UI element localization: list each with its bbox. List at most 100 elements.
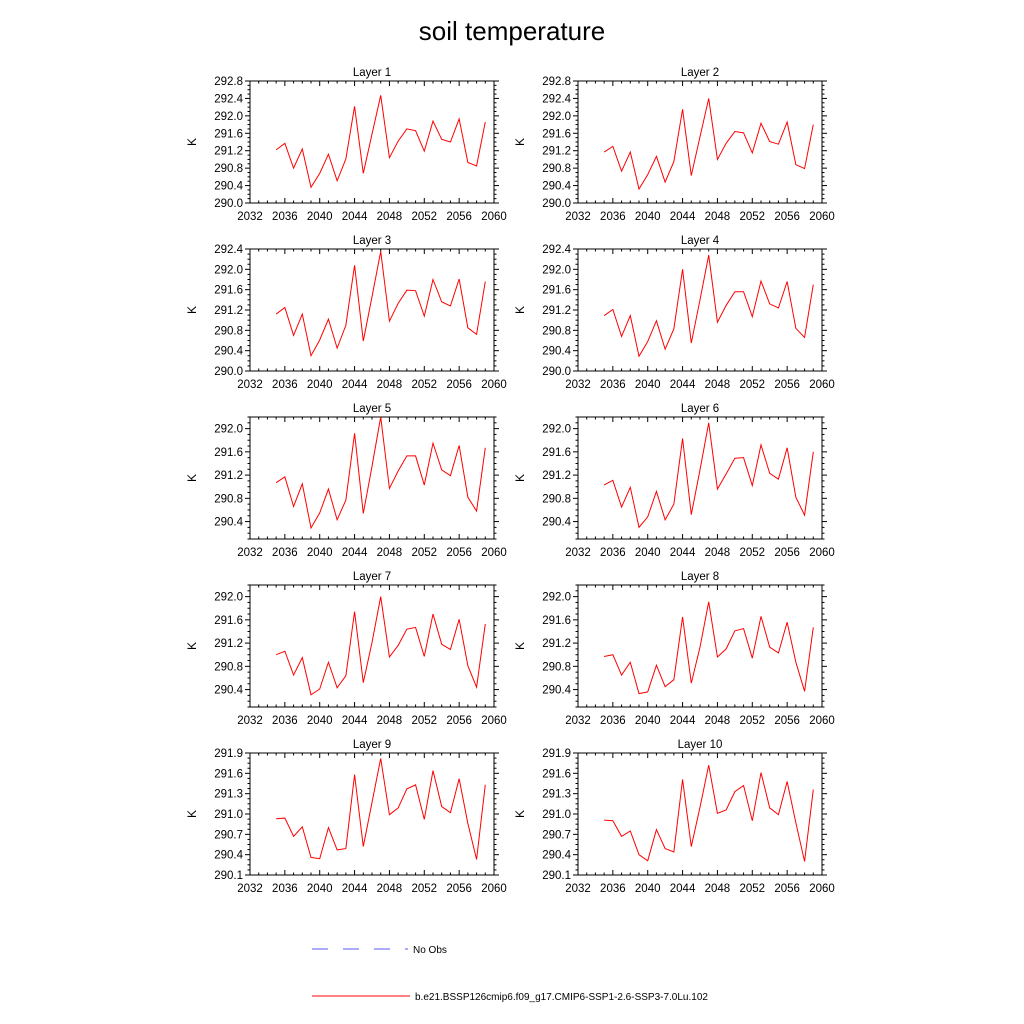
panel-layer-8: Layer 8 2032 2036 2040 2044 2048 2052 2056 2060 2… [513,571,835,727]
x-tick-label: 2040 [307,211,333,223]
x-tick-label: 2060 [481,715,507,727]
panel-title-layer-8: Layer 8 [681,571,719,583]
y-tick-label: 291.6 [214,128,243,140]
x-tick-label: 2052 [411,379,437,391]
x-tick-label: 2048 [377,715,403,727]
x-tick-label: 2044 [342,211,368,223]
x-tick-label: 2044 [342,379,368,391]
x-tick-label: 2060 [809,715,835,727]
x-tick-label: 2032 [565,715,591,727]
x-tick-label: 2032 [565,211,591,223]
panel-title-layer-3: Layer 3 [353,235,391,247]
x-tick-label: 2032 [237,211,263,223]
y-tick-label: 290.8 [214,661,243,673]
x-tick-label: 2048 [705,883,731,895]
y-tick-label: 292.0 [214,424,243,436]
x-tick-label: 2036 [272,211,298,223]
panel-layer-5: Layer 5 2032 2036 2040 2044 2048 2052 2056 2060 2… [185,403,507,559]
y-tick-label: 291.6 [542,615,571,627]
x-tick-label: 2044 [342,883,368,895]
x-tick-label: 2060 [481,883,507,895]
x-tick-label: 2060 [481,547,507,559]
x-tick-label: 2040 [307,715,333,727]
x-tick-label: 2056 [446,547,472,559]
panel-layer-1: Layer 1 2032 2036 2040 2044 2048 2052 2056 2060 2… [185,67,507,223]
plot-frame [577,416,823,540]
figure-title: soil temperature [419,16,605,46]
plot-frame [249,584,495,708]
series-line-layer-2 [603,98,814,191]
y-axis-label: K [185,138,199,146]
x-tick-label: 2060 [481,211,507,223]
series-line-layer-6 [603,422,814,529]
y-tick-label: 291.6 [542,768,571,780]
x-tick-label: 2032 [565,379,591,391]
panel-title-layer-10: Layer 10 [678,739,723,751]
x-tick-label: 2044 [670,379,696,391]
y-tick-label: 290.4 [542,517,571,529]
x-tick-label: 2040 [635,547,661,559]
x-tick-label: 2052 [411,715,437,727]
plot-frame [577,248,823,372]
y-tick-label: 290.0 [214,198,243,210]
x-tick-label: 2044 [342,715,368,727]
x-tick-label: 2056 [774,211,800,223]
x-tick-label: 2036 [272,715,298,727]
y-tick-label: 291.2 [542,305,571,317]
series-line-layer-8 [604,601,814,695]
y-tick-label: 290.1 [542,870,571,882]
y-tick-label: 290.8 [542,661,571,673]
series-line-layer-1 [275,95,486,189]
y-tick-label: 292.4 [542,244,571,256]
x-tick-label: 2032 [237,715,263,727]
y-tick-label: 290.8 [542,163,571,175]
y-tick-label: 290.7 [214,829,243,841]
x-tick-label: 2036 [600,715,626,727]
plot-frame [249,248,495,372]
x-tick-label: 2056 [446,211,472,223]
y-tick-label: 291.2 [214,146,243,158]
panel-layer-10: Layer 10 2032 2036 2040 2044 2048 2052 2056 2060… [513,739,835,895]
y-tick-label: 291.2 [214,305,243,317]
x-tick-label: 2048 [705,379,731,391]
x-tick-label: 2060 [809,547,835,559]
x-tick-label: 2048 [377,379,403,391]
y-tick-label: 292.0 [214,264,243,276]
panel-title-layer-2: Layer 2 [681,67,719,79]
panel-layer-4: Layer 4 2032 2036 2040 2044 2048 2052 2056 2060 2… [513,235,835,391]
x-tick-label: 2044 [670,547,696,559]
y-tick-label: 290.4 [214,346,243,358]
x-tick-label: 2040 [307,547,333,559]
panel-title-layer-9: Layer 9 [353,739,391,751]
y-tick-label: 290.4 [542,685,571,697]
y-tick-label: 290.8 [542,325,571,337]
x-tick-label: 2036 [600,379,626,391]
x-tick-label: 2056 [774,547,800,559]
x-tick-label: 2040 [635,211,661,223]
x-tick-label: 2048 [705,211,731,223]
y-tick-label: 291.3 [542,789,571,801]
y-tick-label: 290.4 [542,850,571,862]
panel-title-layer-7: Layer 7 [353,571,391,583]
x-tick-label: 2044 [670,715,696,727]
series-line-layer-9 [276,758,486,860]
legend: No Obs b.e21.BSSP126cmip6.f09_g17.CMIP6-… [312,945,708,1003]
y-tick-label: 291.9 [214,748,243,760]
x-tick-label: 2044 [670,211,696,223]
y-tick-label: 291.0 [542,809,571,821]
panel-title-layer-6: Layer 6 [681,403,719,415]
x-tick-label: 2048 [705,715,731,727]
x-tick-label: 2036 [600,883,626,895]
series-line-layer-3 [275,251,486,358]
x-tick-label: 2056 [446,883,472,895]
y-axis-label: K [185,810,199,818]
y-tick-label: 290.1 [214,870,243,882]
y-tick-label: 291.6 [542,447,571,459]
panel-layer-3: Layer 3 2032 2036 2040 2044 2048 2052 2056 2060 2… [185,235,507,391]
x-tick-label: 2056 [774,715,800,727]
y-tick-label: 291.0 [214,809,243,821]
y-tick-label: 291.9 [542,748,571,760]
x-tick-label: 2052 [411,883,437,895]
x-tick-label: 2040 [635,883,661,895]
